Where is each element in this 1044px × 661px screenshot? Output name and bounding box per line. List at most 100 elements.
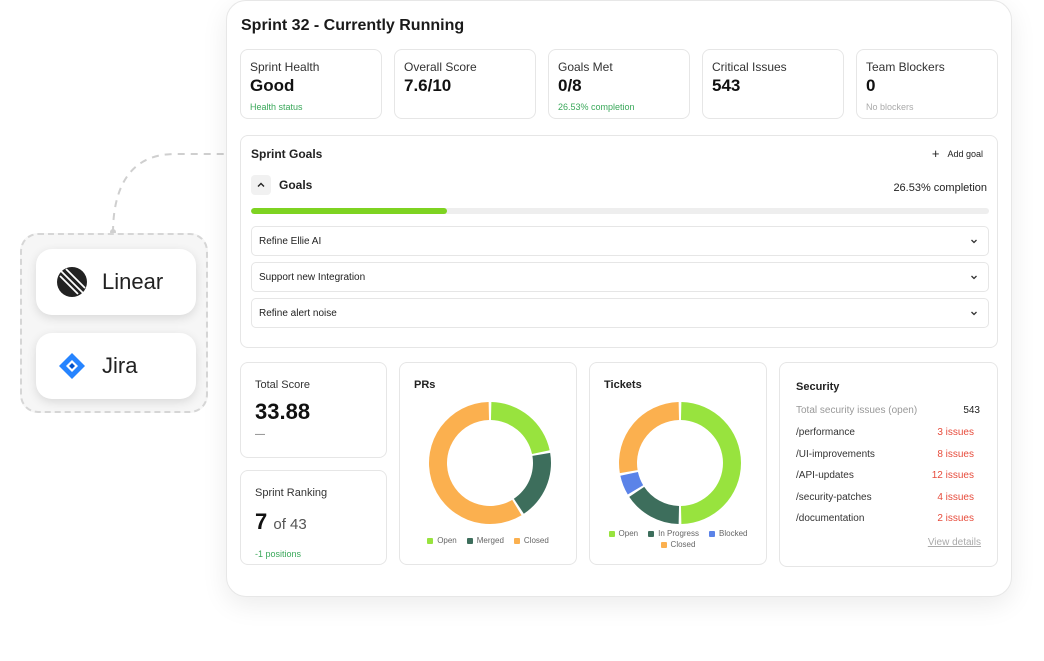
legend-swatch [608, 530, 615, 537]
legend-label: Blocked [719, 529, 748, 538]
sprint-ranking-card: Sprint Ranking 7 of 43 -1 positions [240, 470, 387, 565]
goal-item-label: Refine alert noise [259, 307, 337, 319]
jira-integration-card[interactable]: Jira [36, 333, 196, 399]
sprint-ranking-label: Sprint Ranking [255, 487, 328, 499]
legend-label: In Progress [658, 529, 699, 538]
tickets-donut-chart [619, 402, 741, 524]
view-details-link[interactable]: View details [927, 537, 981, 548]
prs-donut-chart [429, 402, 551, 524]
tickets-slice-blocked [620, 472, 644, 495]
prs-slice-merged [513, 452, 551, 514]
tickets-label: Tickets [604, 379, 642, 391]
goals-completion: 26.53% completion [893, 182, 987, 194]
security-path: /documentation [796, 513, 865, 524]
plus-icon: + [931, 146, 940, 161]
goal-item-label: Support new Integration [259, 271, 366, 283]
security-row: /API-updates 12 issues [796, 470, 974, 481]
security-total: Total security issues (open) 543 [796, 405, 980, 416]
metric-value: 0/8 [558, 76, 582, 95]
security-path: /performance [796, 427, 855, 438]
sprint-dashboard-card: Sprint 32 - Currently Running Sprint Hea… [226, 0, 1012, 597]
prs-card: PRs Open Merged Closed [399, 362, 577, 565]
linear-integration-card[interactable]: Linear [36, 249, 196, 315]
prs-legend: Open Merged Closed [400, 536, 576, 545]
metric-sub: No blockers [866, 102, 914, 112]
metric-sub: Health status [250, 102, 303, 112]
legend-swatch [660, 541, 667, 548]
rank-number: 7 [255, 509, 268, 534]
goals-progress-fill [251, 208, 447, 214]
total-score-label: Total Score [255, 379, 311, 391]
total-score-sub: — [255, 429, 265, 440]
legend-label: Closed [523, 536, 549, 545]
goals-header: Goals [251, 175, 312, 195]
legend-label: Merged [476, 536, 504, 545]
goal-item[interactable]: Refine Ellie AI [251, 226, 989, 256]
rank-of: of 43 [273, 516, 307, 533]
legend-swatch [709, 530, 715, 537]
security-total-value: 543 [963, 405, 980, 416]
goal-item[interactable]: Support new Integration [251, 262, 989, 292]
legend-item: Open [427, 536, 457, 545]
legend-item: Blocked [709, 529, 747, 538]
total-score-value: 33.88 [255, 399, 311, 424]
legend-label: Open [437, 536, 457, 545]
jira-label: Jira [102, 353, 138, 378]
metric-value: 0 [866, 76, 876, 95]
tickets-slice-open [680, 402, 741, 524]
metric-critical-issues: Critical Issues 543 [702, 49, 844, 119]
sprint-goals-section: Sprint Goals + Add goal Goals 26.53% com… [240, 135, 998, 348]
metric-team-blockers: Team Blockers 0 No blockers [856, 49, 998, 119]
security-issues-link[interactable]: 8 issues [937, 449, 974, 460]
security-row: /performance 3 issues [796, 427, 974, 438]
linear-logo-icon [57, 267, 87, 297]
chevron-down-icon [971, 311, 977, 316]
metric-value: 543 [712, 76, 741, 95]
security-path: /security-patches [796, 492, 872, 503]
metric-value: 7.6/10 [404, 76, 452, 95]
collapse-goals-button[interactable] [251, 175, 271, 195]
legend-swatch [466, 537, 473, 544]
goal-item-label: Refine Ellie AI [259, 235, 322, 247]
security-title: Security [796, 381, 840, 393]
prs-label: PRs [414, 379, 436, 391]
legend-label: Closed [670, 540, 696, 549]
legend-item: Closed [513, 536, 549, 545]
chevron-up-icon [257, 182, 265, 187]
metric-label: Team Blockers [866, 60, 945, 74]
goals-label: Goals [279, 178, 313, 192]
security-row: /security-patches 4 issues [796, 492, 974, 503]
security-issues-link[interactable]: 4 issues [937, 492, 974, 503]
add-goal-button[interactable]: + Add goal [932, 146, 983, 161]
security-row: /documentation 2 issues [796, 513, 974, 524]
metric-goals-met: Goals Met 0/8 26.53% completion [548, 49, 690, 119]
metric-label: Critical Issues [712, 60, 787, 74]
security-row: /UI-improvements 8 issues [796, 449, 974, 460]
security-issues-link[interactable]: 2 issues [937, 513, 974, 524]
security-card: Security Total security issues (open) 54… [779, 362, 998, 567]
sprint-goals-title: Sprint Goals [251, 147, 323, 161]
legend-swatch [648, 530, 655, 537]
legend-swatch [427, 537, 434, 544]
security-issues-link[interactable]: 12 issues [931, 470, 974, 481]
metric-label: Sprint Health [250, 60, 320, 74]
security-issues-link[interactable]: 3 issues [937, 427, 974, 438]
metric-label: Overall Score [404, 60, 477, 74]
metric-overall-score: Overall Score 7.6/10 [394, 49, 536, 119]
metric-sub: 26.53% completion [558, 102, 635, 112]
rank-change: -1 positions [255, 549, 302, 559]
security-total-label: Total security issues (open) [796, 405, 918, 416]
legend-label: Open [618, 529, 639, 538]
legend-swatch [513, 537, 520, 544]
jira-logo-icon [59, 353, 85, 379]
prs-slice-open [490, 402, 550, 454]
legend-item: Closed [660, 540, 696, 549]
tickets-legend: Open In Progress Blocked Closed [590, 529, 766, 549]
goal-item[interactable]: Refine alert noise [251, 298, 989, 328]
dashboard-title: Sprint 32 - Currently Running [241, 17, 465, 34]
metric-label: Goals Met [558, 60, 613, 74]
legend-item: In Progress [648, 529, 699, 538]
tickets-slice-in-progress [629, 486, 680, 524]
goals-progress-bar [251, 208, 989, 214]
chevron-down-icon [971, 275, 977, 280]
